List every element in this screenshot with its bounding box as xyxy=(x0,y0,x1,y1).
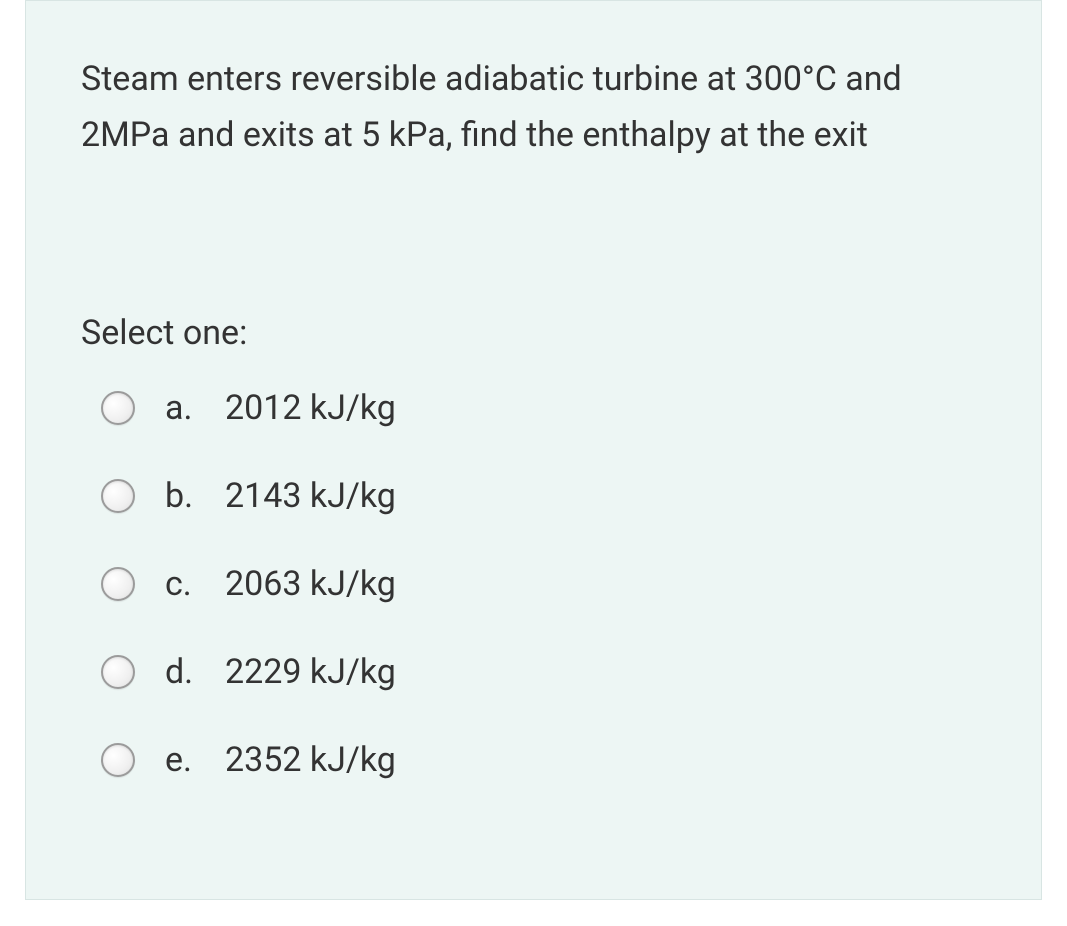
option-text: 2063 kJ/kg xyxy=(225,564,396,604)
option-c[interactable]: c. 2063 kJ/kg xyxy=(101,564,986,604)
question-container: Steam enters reversible adiabatic turbin… xyxy=(25,0,1042,900)
option-a[interactable]: a. 2012 kJ/kg xyxy=(101,388,986,428)
option-d[interactable]: d. 2229 kJ/kg xyxy=(101,652,986,692)
select-prompt: Select one: xyxy=(81,313,986,353)
option-b[interactable]: b. 2143 kJ/kg xyxy=(101,476,986,516)
option-text: 2012 kJ/kg xyxy=(225,388,396,428)
radio-button-e[interactable] xyxy=(101,743,135,777)
question-text: Steam enters reversible adiabatic turbin… xyxy=(81,51,986,163)
radio-button-b[interactable] xyxy=(101,479,135,513)
option-letter: b. xyxy=(165,476,225,516)
radio-button-d[interactable] xyxy=(101,655,135,689)
option-letter: c. xyxy=(165,564,225,604)
radio-button-c[interactable] xyxy=(101,567,135,601)
option-text: 2229 kJ/kg xyxy=(225,652,396,692)
radio-button-a[interactable] xyxy=(101,391,135,425)
option-letter: d. xyxy=(165,652,225,692)
option-letter: a. xyxy=(165,388,225,428)
option-text: 2352 kJ/kg xyxy=(225,740,396,780)
option-letter: e. xyxy=(165,740,225,780)
options-list: a. 2012 kJ/kg b. 2143 kJ/kg c. 2063 kJ/k… xyxy=(81,388,986,780)
option-e[interactable]: e. 2352 kJ/kg xyxy=(101,740,986,780)
option-text: 2143 kJ/kg xyxy=(225,476,396,516)
